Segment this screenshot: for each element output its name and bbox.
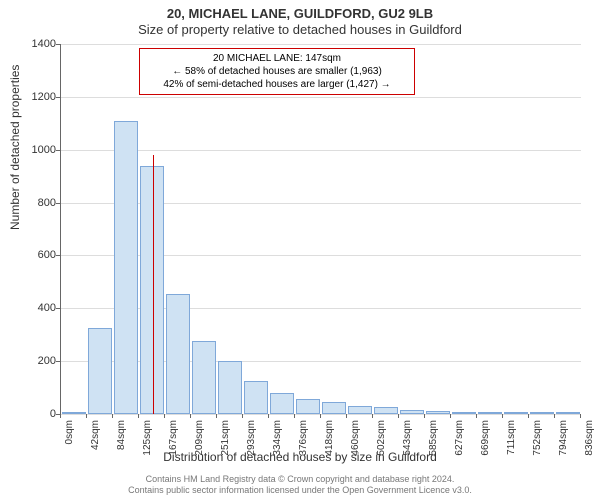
x-axis-label: Distribution of detached houses by size … <box>0 450 600 464</box>
histogram-bar <box>452 412 477 414</box>
x-tick-mark <box>164 414 165 418</box>
annotation-line2: ← 58% of detached houses are smaller (1,… <box>146 65 408 78</box>
x-tick-mark <box>450 414 451 418</box>
gridline <box>61 97 581 98</box>
x-tick-mark <box>86 414 87 418</box>
y-tick-label: 400 <box>16 302 56 314</box>
property-marker-line <box>153 155 154 414</box>
chart-container: 20, MICHAEL LANE, GUILDFORD, GU2 9LB Siz… <box>0 0 600 500</box>
y-tick-mark <box>56 150 60 151</box>
x-tick-mark <box>138 414 139 418</box>
footer-line2: Contains public sector information licen… <box>128 485 472 495</box>
histogram-bar <box>270 393 295 414</box>
gridline <box>61 414 581 415</box>
y-tick-mark <box>56 97 60 98</box>
y-tick-label: 800 <box>16 197 56 209</box>
histogram-bar <box>322 402 347 414</box>
y-tick-label: 600 <box>16 249 56 261</box>
histogram-bar <box>218 361 243 414</box>
y-tick-mark <box>56 44 60 45</box>
histogram-bar <box>114 121 139 414</box>
histogram-bar <box>62 412 87 414</box>
histogram-bar <box>296 399 321 414</box>
title-main: 20, MICHAEL LANE, GUILDFORD, GU2 9LB <box>0 6 600 21</box>
x-tick-mark <box>580 414 581 418</box>
footer-line1: Contains HM Land Registry data © Crown c… <box>146 474 455 484</box>
x-tick-mark <box>554 414 555 418</box>
x-tick-mark <box>398 414 399 418</box>
histogram-bar <box>374 407 399 414</box>
histogram-bar <box>400 410 425 414</box>
histogram-bar <box>478 412 503 414</box>
histogram-bar <box>530 412 555 414</box>
annotation-box: 20 MICHAEL LANE: 147sqm← 58% of detached… <box>139 48 415 95</box>
footer-attribution: Contains HM Land Registry data © Crown c… <box>0 474 600 496</box>
y-tick-label: 1200 <box>16 91 56 103</box>
title-sub: Size of property relative to detached ho… <box>0 22 600 37</box>
x-tick-mark <box>112 414 113 418</box>
histogram-bar <box>504 412 529 414</box>
y-tick-label: 200 <box>16 355 56 367</box>
x-tick-mark <box>242 414 243 418</box>
histogram-bar <box>166 294 191 414</box>
x-tick-mark <box>320 414 321 418</box>
x-tick-mark <box>216 414 217 418</box>
gridline <box>61 150 581 151</box>
gridline <box>61 44 581 45</box>
y-tick-mark <box>56 255 60 256</box>
annotation-line3: 42% of semi-detached houses are larger (… <box>146 78 408 91</box>
y-tick-label: 0 <box>16 408 56 420</box>
x-tick-mark <box>528 414 529 418</box>
x-tick-mark <box>346 414 347 418</box>
x-tick-mark <box>424 414 425 418</box>
histogram-bar <box>348 406 373 414</box>
x-tick-mark <box>476 414 477 418</box>
x-tick-mark <box>502 414 503 418</box>
y-tick-mark <box>56 361 60 362</box>
y-tick-label: 1400 <box>16 38 56 50</box>
x-tick-mark <box>268 414 269 418</box>
x-tick-mark <box>294 414 295 418</box>
histogram-bar <box>244 381 269 414</box>
y-tick-mark <box>56 308 60 309</box>
histogram-bar <box>88 328 113 414</box>
y-tick-mark <box>56 203 60 204</box>
plot-area: 20 MICHAEL LANE: 147sqm← 58% of detached… <box>60 44 581 415</box>
y-tick-label: 1000 <box>16 144 56 156</box>
x-tick-mark <box>190 414 191 418</box>
histogram-bar <box>426 411 451 414</box>
x-tick-mark <box>60 414 61 418</box>
histogram-bar <box>556 412 581 414</box>
histogram-bar <box>192 341 217 414</box>
annotation-line1: 20 MICHAEL LANE: 147sqm <box>146 52 408 65</box>
x-tick-mark <box>372 414 373 418</box>
